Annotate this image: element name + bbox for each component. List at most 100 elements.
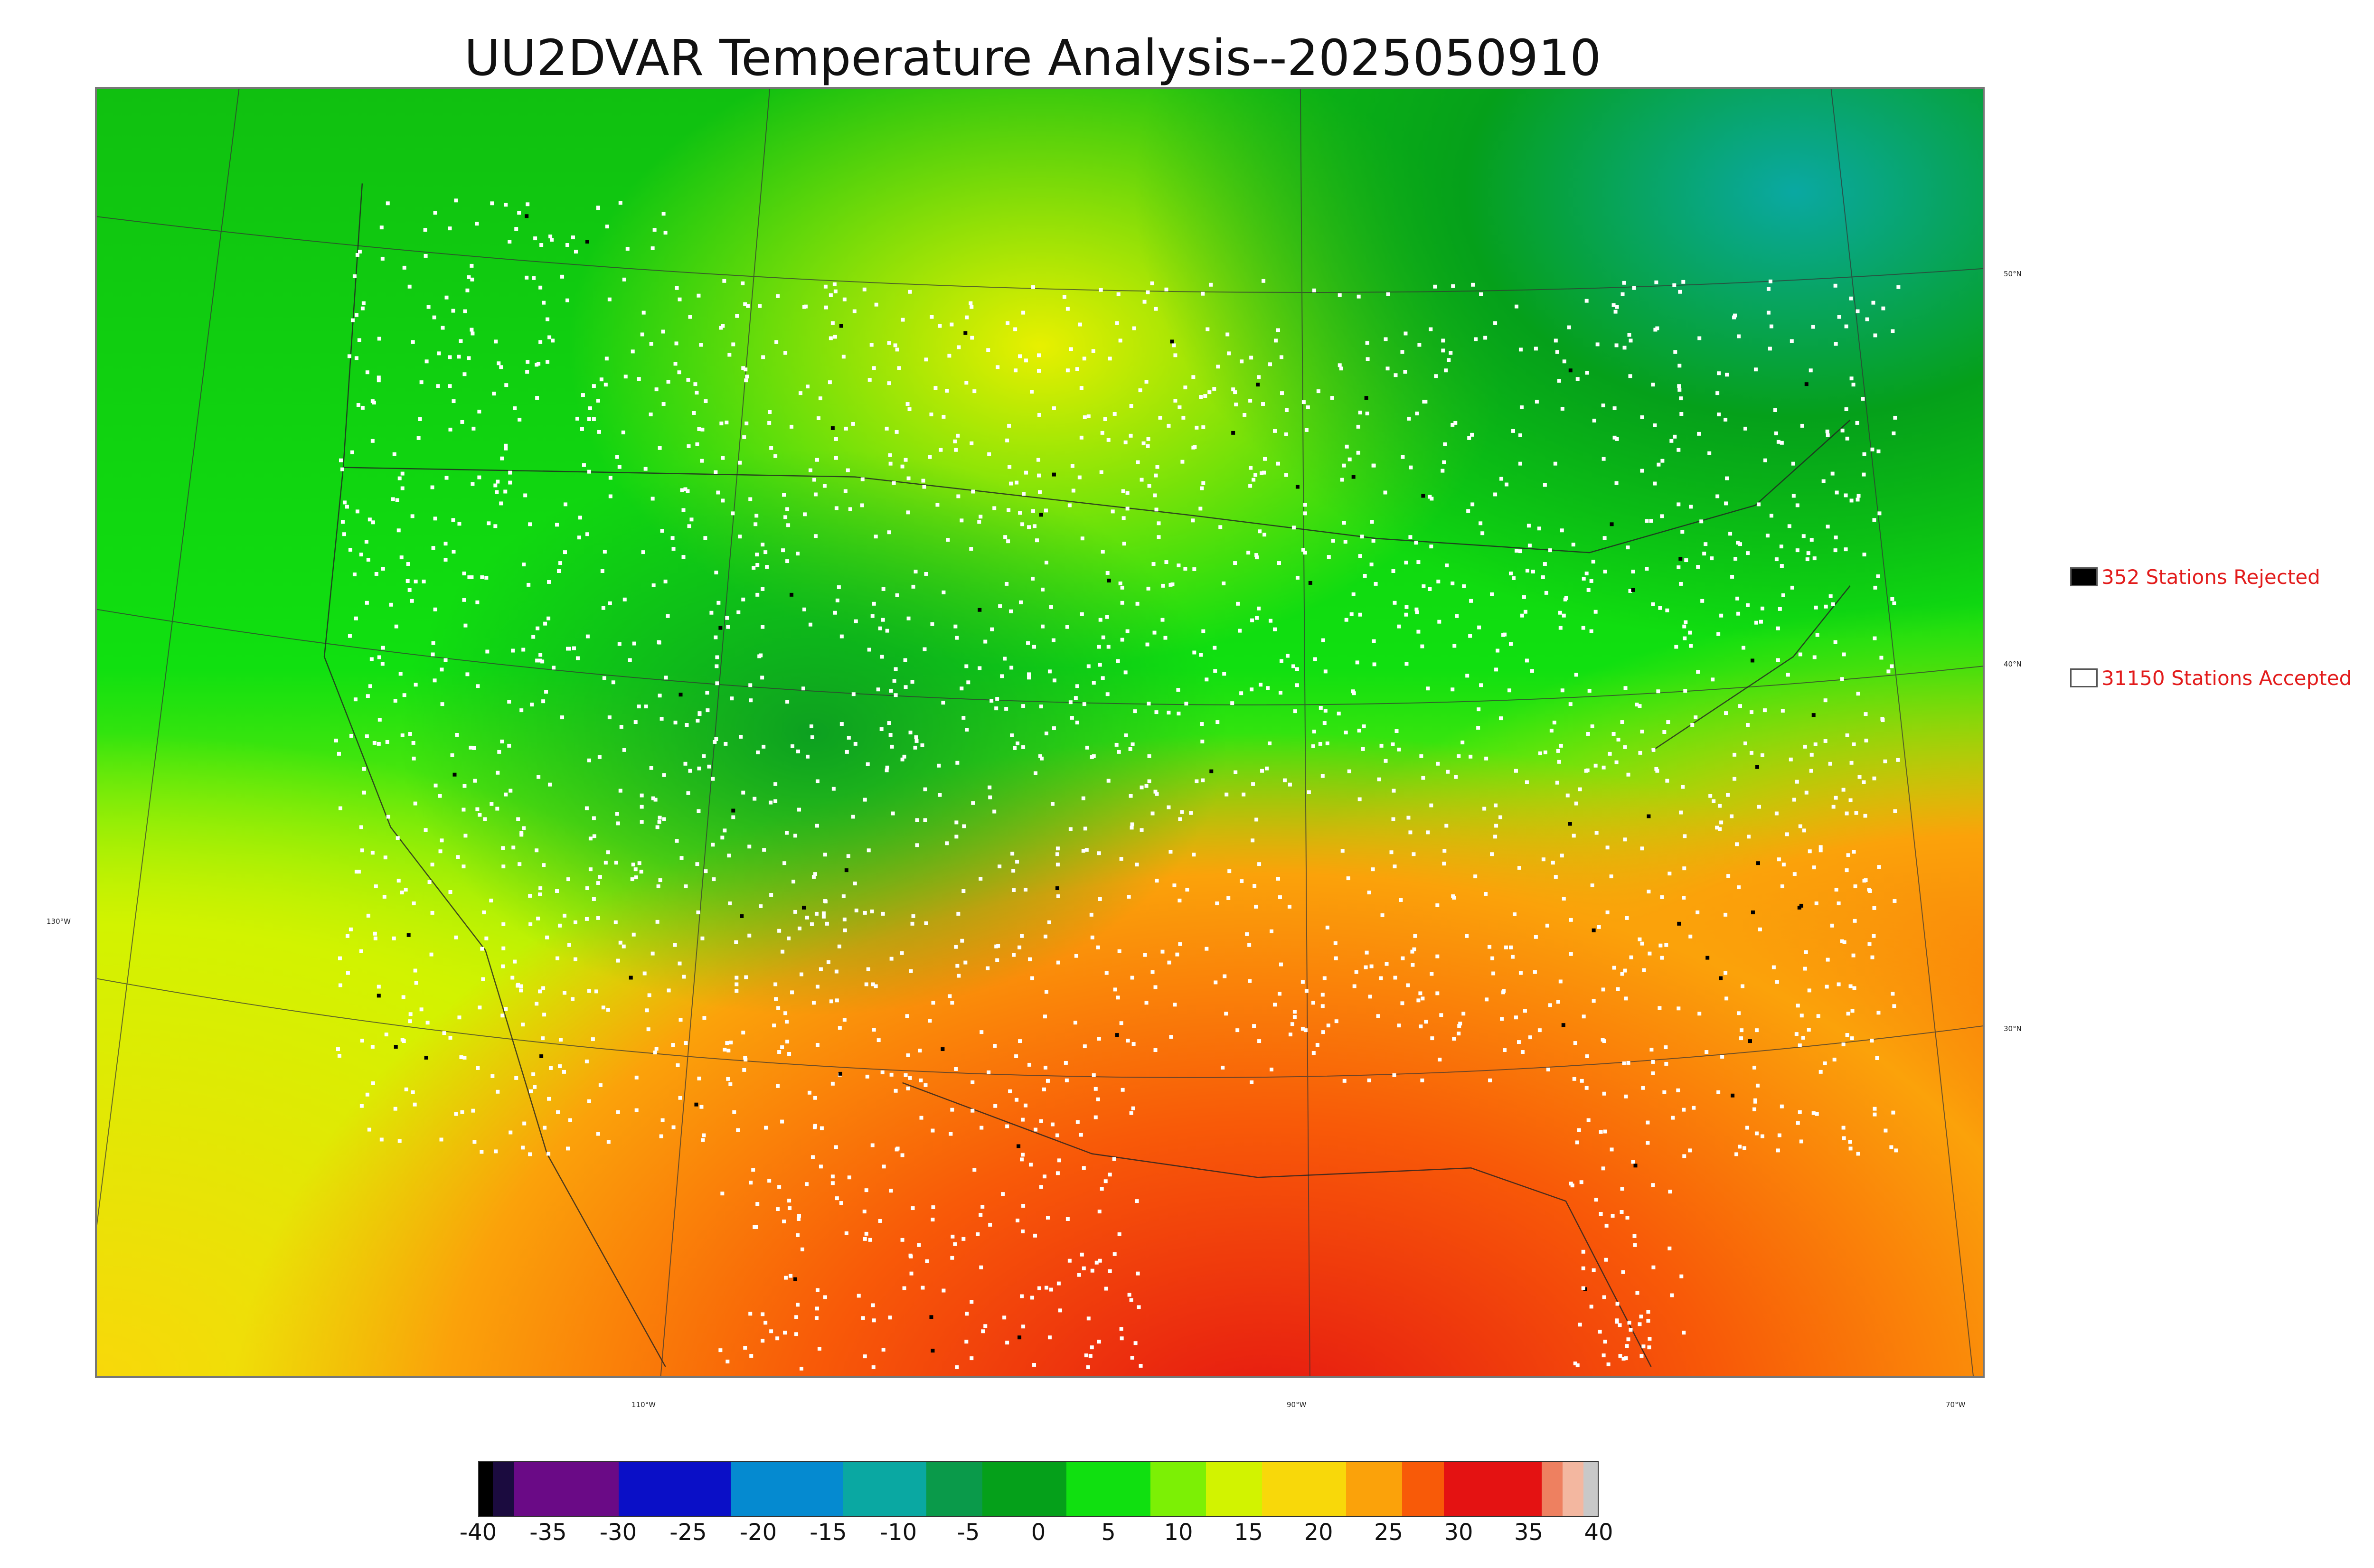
station-marker	[1083, 826, 1087, 831]
station-marker	[430, 863, 434, 867]
station-marker	[731, 815, 735, 819]
station-marker	[1056, 960, 1060, 965]
station-marker	[1379, 743, 1384, 748]
station-marker	[1726, 793, 1730, 797]
station-marker	[1625, 1215, 1630, 1220]
station-marker	[914, 735, 918, 739]
temperature-map[interactable]	[95, 87, 1985, 1378]
station-marker	[998, 864, 1002, 869]
station-marker	[1129, 433, 1133, 438]
station-marker	[1599, 1130, 1603, 1134]
station-marker	[1796, 1121, 1800, 1125]
station-marker	[386, 201, 390, 206]
station-marker	[900, 1238, 904, 1242]
station-marker	[1541, 575, 1545, 579]
station-marker	[1394, 729, 1399, 733]
station-marker	[360, 1039, 364, 1043]
station-marker	[508, 240, 512, 244]
station-marker	[1420, 644, 1424, 648]
station-marker	[961, 716, 966, 720]
station-marker	[1418, 991, 1423, 995]
station-marker	[1694, 715, 1698, 720]
station-marker	[1055, 886, 1059, 891]
station-marker	[521, 648, 526, 652]
station-marker	[723, 1048, 727, 1052]
station-marker	[350, 318, 355, 322]
station-marker	[1094, 1260, 1099, 1265]
station-marker	[920, 743, 924, 747]
station-marker	[1191, 518, 1195, 523]
station-marker	[1284, 473, 1288, 477]
station-marker	[1308, 581, 1312, 585]
station-marker	[1168, 582, 1173, 587]
station-marker	[535, 658, 539, 663]
station-marker	[783, 351, 788, 355]
station-marker	[870, 1143, 875, 1147]
station-marker	[659, 717, 664, 721]
station-marker	[1318, 742, 1322, 746]
station-marker	[1602, 1295, 1606, 1299]
station-marker	[725, 1360, 730, 1364]
station-marker	[1173, 1003, 1177, 1007]
station-marker	[338, 956, 342, 960]
station-marker	[1426, 830, 1430, 835]
station-marker	[906, 1053, 910, 1057]
station-marker	[796, 749, 801, 753]
station-marker	[580, 427, 584, 431]
station-marker	[391, 497, 395, 501]
station-marker	[738, 535, 742, 539]
station-marker	[1589, 629, 1593, 633]
station-marker	[787, 1052, 791, 1056]
station-marker	[755, 592, 760, 597]
station-marker	[354, 313, 358, 317]
station-marker	[1751, 910, 1755, 914]
station-marker	[1358, 554, 1362, 558]
station-marker	[1557, 379, 1561, 383]
station-marker	[843, 489, 848, 493]
station-marker	[986, 348, 990, 352]
station-marker	[1392, 789, 1396, 793]
station-marker	[993, 1044, 997, 1048]
station-marker	[789, 1274, 793, 1278]
lon-label-130w: 130°W	[47, 917, 71, 926]
station-marker	[707, 764, 711, 769]
station-marker	[700, 459, 704, 463]
station-marker	[833, 335, 837, 339]
station-marker	[1352, 691, 1356, 695]
station-marker	[476, 1066, 480, 1070]
station-marker	[1558, 979, 1563, 984]
station-marker	[1104, 1286, 1108, 1291]
station-marker	[1404, 331, 1408, 336]
station-marker	[508, 470, 512, 475]
station-marker	[463, 309, 467, 313]
station-marker	[1856, 1152, 1860, 1156]
station-marker	[1005, 438, 1009, 442]
station-marker	[1748, 1039, 1752, 1043]
station-marker	[1733, 752, 1737, 757]
station-marker	[1067, 1258, 1072, 1263]
station-marker	[541, 1036, 545, 1041]
station-marker	[854, 619, 858, 623]
station-marker	[1602, 457, 1606, 461]
station-marker	[1429, 545, 1433, 549]
station-marker	[528, 1152, 532, 1156]
station-marker	[1809, 752, 1814, 757]
station-marker	[1624, 1094, 1628, 1099]
station-marker	[427, 880, 432, 884]
station-marker	[1801, 1036, 1805, 1040]
station-marker	[1613, 310, 1618, 314]
station-marker	[1364, 965, 1368, 969]
station-marker	[1790, 585, 1794, 590]
station-marker	[857, 1294, 861, 1298]
station-marker	[340, 520, 345, 524]
station-marker	[780, 1119, 784, 1124]
station-marker	[1554, 338, 1558, 343]
station-marker	[337, 751, 341, 756]
station-marker	[1155, 792, 1159, 796]
station-marker	[1790, 339, 1794, 343]
station-marker	[538, 658, 542, 663]
station-marker	[1678, 290, 1682, 294]
station-marker	[1876, 449, 1881, 453]
station-marker	[900, 757, 904, 761]
station-marker	[889, 1072, 894, 1077]
